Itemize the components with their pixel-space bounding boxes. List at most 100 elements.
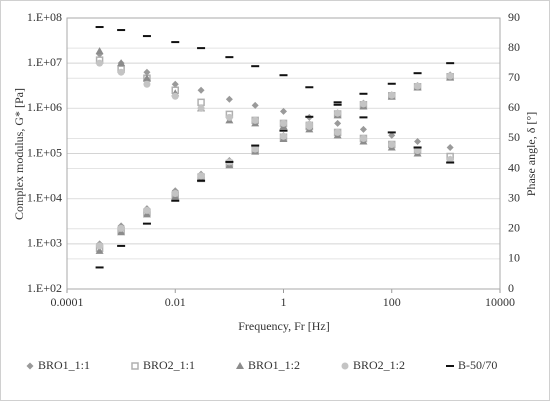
phase-point: [251, 65, 260, 68]
phase-point: [414, 146, 422, 154]
phase-point: [446, 143, 454, 151]
modulus-point: [279, 129, 288, 132]
legend-label: B-50/70: [458, 358, 497, 372]
legend-label: BRO1_1:2: [248, 358, 300, 372]
plot-frame: [66, 17, 501, 290]
y2-tick-label: 70: [508, 70, 520, 84]
phase-point: [95, 26, 104, 29]
modulus-point: [446, 62, 455, 65]
phase-point: [96, 59, 104, 67]
x-tick-label: 0.01: [165, 295, 186, 309]
y2-tick-label: 60: [508, 100, 520, 114]
y2-axis-title: Phase angle, δ [°]: [524, 112, 538, 196]
phase-point: [279, 74, 288, 77]
phase-point: [359, 116, 368, 119]
y-tick-label: 1.E+02: [27, 281, 62, 295]
phase-point: [171, 92, 179, 100]
y-tick-label: 1.E+05: [27, 145, 62, 159]
y2-tick-label: 80: [508, 40, 520, 54]
phase-point: [334, 119, 342, 127]
phase-point: [143, 80, 151, 88]
y2-tick-label: 90: [508, 10, 520, 24]
modulus-point: [413, 72, 422, 75]
modulus-point: [446, 72, 454, 80]
phase-point: [333, 101, 342, 104]
phase-point: [359, 134, 367, 142]
x-axis-title: Frequency, Fr [Hz]: [238, 319, 330, 333]
phase-point: [446, 161, 455, 164]
x-tick-label: 1: [281, 295, 287, 309]
phase-point: [197, 86, 205, 94]
phase-point: [225, 56, 234, 59]
legend-marker: [341, 362, 349, 370]
phase-point: [446, 156, 454, 164]
y2-tick-label: 30: [508, 190, 520, 204]
modulus-point: [251, 145, 259, 153]
y2-tick-label: 40: [508, 160, 520, 174]
modulus-point: [197, 172, 205, 180]
phase-point: [117, 68, 125, 76]
phase-point: [280, 119, 287, 127]
y-tick-label: 1.E+04: [27, 190, 62, 204]
phase-point: [171, 80, 179, 88]
phase-point: [225, 113, 233, 121]
phase-point: [280, 107, 287, 115]
y2-tick-label: 20: [508, 221, 520, 235]
legend-marker: [446, 365, 454, 367]
y-tick-label: 1.E+03: [27, 236, 62, 250]
modulus-point: [143, 206, 151, 214]
phase-point: [414, 137, 422, 145]
y2-tick-label: 0: [508, 281, 514, 295]
legend-marker: [26, 362, 34, 370]
y2-tick-label: 10: [508, 251, 520, 265]
phase-point: [95, 47, 104, 55]
modulus-point: [305, 115, 314, 118]
modulus-point: [96, 242, 104, 250]
phase-point: [225, 95, 233, 103]
modulus-point: [333, 103, 342, 106]
phase-point: [117, 59, 126, 67]
phase-point: [388, 140, 396, 148]
phase-point: [171, 41, 180, 44]
y-tick-label: 1.E+08: [27, 10, 62, 24]
x-tick-label: 100: [383, 295, 401, 309]
modulus-point: [171, 199, 180, 202]
legend-label: BRO2_1:1: [143, 358, 195, 372]
y-tick-label: 1.E+07: [27, 55, 62, 69]
modulus-point: [280, 132, 287, 140]
modulus-point: [95, 246, 104, 254]
modulus-point: [142, 222, 151, 225]
phase-point: [142, 74, 151, 82]
phase-point: [413, 146, 422, 149]
phase-point: [359, 125, 367, 133]
phase-point: [387, 131, 396, 134]
phase-point: [143, 68, 151, 76]
modulus-point: [251, 144, 260, 147]
modulus-point: [225, 160, 234, 163]
phase-point: [251, 101, 259, 109]
y-axis-title: Complex modulus, G* [Pa]: [12, 88, 26, 220]
phase-point: [142, 35, 151, 38]
modulus-point: [414, 82, 422, 90]
phase-point: [305, 86, 314, 89]
modulus-point: [117, 224, 125, 232]
y-tick-label: 1.E+06: [27, 100, 62, 114]
modulus-point: [197, 179, 206, 182]
phase-point: [197, 104, 205, 112]
y2-tick-label: 50: [508, 130, 520, 144]
modulus-point: [387, 82, 396, 85]
phase-point: [334, 128, 342, 136]
modulus-point: [95, 266, 104, 269]
x-tick-label: 0.0001: [51, 295, 84, 309]
modulus-point: [171, 190, 179, 198]
legend-marker: [131, 362, 139, 370]
phase-point: [197, 47, 206, 50]
modulus-point: [359, 92, 368, 95]
phase-point: [388, 131, 396, 139]
phase-point: [117, 29, 126, 32]
legend-label: BRO1_1:1: [38, 358, 90, 372]
modulus-point: [117, 244, 126, 247]
modulus-point: [334, 109, 342, 117]
